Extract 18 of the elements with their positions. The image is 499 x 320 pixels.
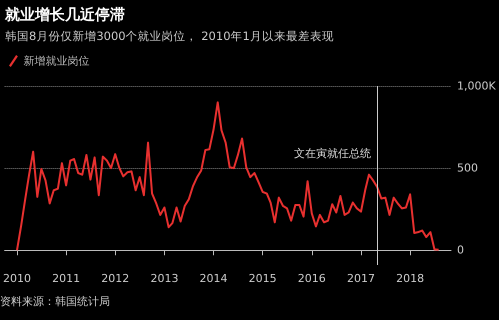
x-tick-label: 2013 <box>150 272 178 285</box>
x-tick-label: 2018 <box>396 272 424 285</box>
x-tick-label: 2011 <box>52 272 80 285</box>
x-tick-label: 2017 <box>346 272 375 285</box>
x-tick-label: 2012 <box>101 272 130 285</box>
chart-subtitle: 韩国8月份仅新增3000个就业岗位， 2010年1月以来最差表现 <box>5 29 334 43</box>
x-tick-label: 2015 <box>248 272 277 285</box>
y-tick-label: 500 <box>457 162 478 175</box>
legend-label: 新增就业岗位 <box>23 54 90 68</box>
y-tick-label: 1,000K <box>457 80 496 92</box>
text: 资料来源：韩国统计局 <box>0 295 110 308</box>
x-tick-label: 2016 <box>298 272 326 285</box>
ref-line-label: 文在寅就任总统 <box>294 147 372 160</box>
x-tick-label: 2010 <box>2 272 31 285</box>
line-series <box>16 101 440 252</box>
y-tick-label: 0 <box>457 244 464 257</box>
chart-title: 就业增长几近停滞 <box>4 6 125 24</box>
x-tick-label: 2014 <box>200 272 228 285</box>
